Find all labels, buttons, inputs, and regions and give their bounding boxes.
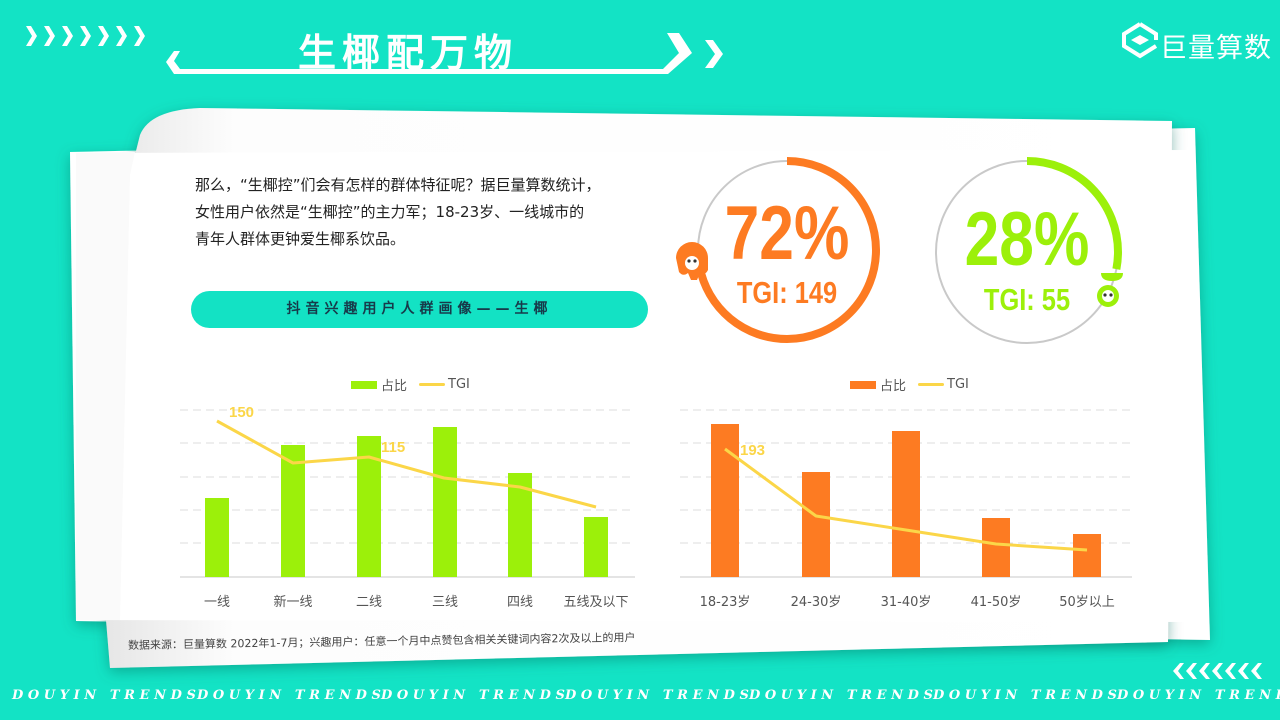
douyin-trends-text: DOUYIN TRENDS (1117, 688, 1280, 703)
city-bars (205, 427, 608, 577)
douyin-trends-text: DOUYIN TRENDS (197, 688, 386, 703)
x-label: 24-30岁 (790, 595, 842, 610)
x-label: 二线 (355, 595, 382, 610)
x-label: 41-50岁 (970, 595, 1022, 610)
intro-line: 女性用户依然是“生椰控”的主力军；18-23岁、一线城市的 (195, 203, 585, 221)
chevron-right-row-icon (26, 26, 145, 46)
x-label: 31-40岁 (880, 595, 932, 610)
x-label: 三线 (431, 595, 458, 610)
douyin-trends-text: DOUYIN TRENDS (933, 688, 1122, 703)
tgi-label-193: 193 (740, 442, 765, 459)
intro-text: 那么，“生椰控”们会有怎样的群体特征呢？据巨量算数统计， 女性用户依然是“生椰控… (195, 172, 655, 253)
legend-tgi-label: TGI (947, 377, 969, 392)
female-tgi: TGI: 149 (736, 275, 838, 310)
chevron-left-row-icon (1173, 663, 1262, 679)
legend-bar-swatch-icon (850, 380, 876, 389)
page-title: 生椰配万物 (298, 31, 519, 75)
legend-share-label: 占比 (880, 379, 907, 394)
x-label: 五线及以下 (563, 595, 629, 610)
tgi-label-150: 150 (229, 404, 254, 421)
legend-line-swatch-icon (918, 383, 945, 386)
douyin-trends-text: DOUYIN TRENDS (565, 688, 754, 703)
x-label: 新一线 (273, 595, 313, 610)
title-bracket-icon (166, 33, 692, 74)
section-pill: 抖音兴趣用户人群画像——生椰 (191, 291, 648, 328)
x-label: 四线 (506, 595, 533, 610)
intro-line: 青年人群体更钟爱生椰系饮品。 (195, 230, 406, 248)
male-percent: 28% (964, 197, 1090, 282)
male-avatar-icon (1097, 273, 1123, 307)
legend-share-label: 占比 (381, 379, 408, 394)
female-avatar-icon (676, 242, 708, 280)
douyin-trends-text: DOUYIN TRENDS (381, 688, 570, 703)
age-tgi-line (724, 447, 1088, 552)
julang-logo-icon (1122, 22, 1158, 59)
logo-text: 巨量算数 (1160, 33, 1272, 64)
female-arc (694, 157, 880, 343)
male-arc (932, 157, 1122, 347)
x-label: 一线 (203, 595, 230, 610)
chevron-right-icon (705, 40, 723, 68)
female-percent: 72% (724, 191, 850, 276)
douyin-trends-text: DOUYIN TRENDS (749, 688, 938, 703)
city-chart-legend: 占比 TGI (351, 375, 470, 394)
male-tgi: TGI: 55 (983, 282, 1071, 317)
age-chart-legend: 占比 TGI (850, 375, 969, 394)
intro-line: 那么，“生椰控”们会有怎样的群体特征呢？据巨量算数统计， (195, 176, 601, 194)
age-bars (711, 424, 1101, 577)
x-label: 18-23岁 (699, 595, 751, 610)
tgi-label-115: 115 (381, 439, 405, 456)
x-label: 50岁以上 (1059, 595, 1115, 610)
legend-tgi-label: TGI (448, 377, 470, 392)
legend-bar-swatch-icon (351, 380, 377, 389)
legend-line-swatch-icon (419, 383, 446, 386)
city-tgi-line (216, 419, 597, 509)
douyin-trends-text: DOUYIN TRENDS (12, 688, 201, 703)
